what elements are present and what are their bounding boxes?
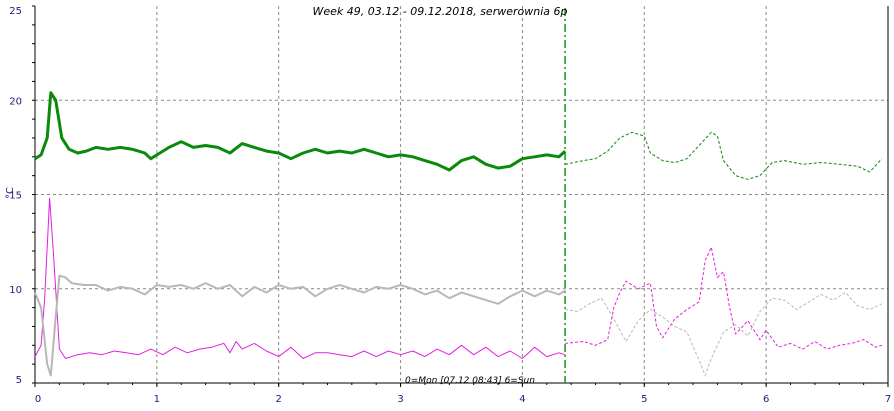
series-group [34, 8, 883, 383]
y-tick-label: 20 [9, 96, 22, 107]
y-tick-label: 15 [9, 191, 22, 202]
y-tick-label: 5 [16, 375, 22, 386]
x-tick-label: 7 [885, 394, 891, 405]
series-forecast-green [565, 131, 883, 180]
series-line-green [34, 91, 567, 172]
series-line-gray [34, 274, 566, 377]
x-tick-label: 2 [276, 394, 282, 405]
series-forecast-gray [565, 291, 883, 377]
x-axis-note: 0=Mon [07.12 08:43] 6=Sun [405, 376, 535, 386]
axes [32, 5, 889, 387]
y-tick-label: 25 [9, 6, 22, 17]
x-tick-label: 0 [35, 394, 41, 405]
y-tick-label: 10 [9, 285, 22, 296]
chart-title: Week 49, 03.12 - 09.12.2018, serwerownia… [313, 5, 568, 18]
x-tick-label: 1 [154, 394, 160, 405]
x-tick-label: 6 [763, 394, 769, 405]
y-axis-label: °C [5, 187, 16, 199]
grid [35, 6, 888, 383]
x-tick-label: 4 [519, 394, 525, 405]
series-forecast-magenta [565, 245, 883, 350]
tick-labels: 0 1 2 3 4 5 6 7 5 10 15 20 25 [9, 6, 891, 405]
series-line-magenta [34, 197, 566, 359]
x-tick-label: 3 [397, 394, 403, 405]
x-tick-label: 5 [641, 394, 647, 405]
